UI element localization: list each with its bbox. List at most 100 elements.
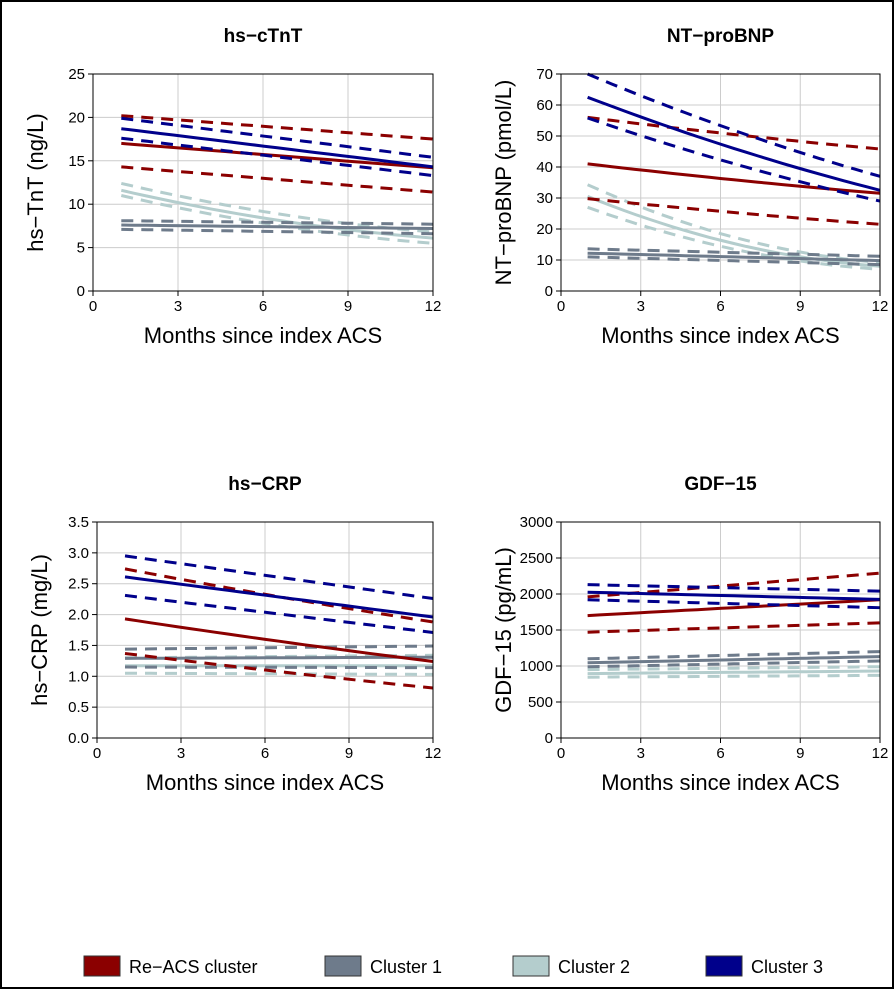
- x-axis-label: Months since index ACS: [601, 323, 839, 348]
- y-tick-label: 20: [68, 109, 85, 126]
- series-c1-upper-line: [587, 650, 881, 661]
- series-reacs-upper-line: [121, 114, 434, 141]
- series-c3-fit-line: [587, 590, 881, 601]
- y-tick-label: 30: [536, 190, 553, 207]
- x-tick-label: 12: [872, 298, 889, 315]
- y-tick-label: 2000: [520, 586, 553, 603]
- series-c3-fit-line: [121, 127, 434, 169]
- series-reacs-fit-line: [121, 141, 434, 170]
- panel-title: NT−proBNP: [667, 26, 774, 47]
- legend-item-c1: Cluster 1: [324, 955, 442, 977]
- y-tick-label: 3.0: [68, 545, 89, 562]
- x-axis-label: Months since index ACS: [601, 770, 839, 795]
- x-tick-label: 6: [716, 298, 724, 315]
- series-reacs-lower-line: [124, 652, 434, 690]
- series-c3-fit-line: [587, 95, 881, 192]
- series-reacs-lower-line: [587, 197, 881, 226]
- series-reacs-lower-line: [587, 621, 881, 634]
- x-tick-label: 6: [716, 745, 724, 762]
- x-tick-label: 6: [261, 745, 269, 762]
- x-tick-label: 0: [557, 745, 565, 762]
- series-c3-lower-line: [587, 116, 881, 203]
- x-tick-label: 3: [177, 745, 185, 762]
- series-c3-lower-line: [124, 593, 434, 634]
- series-c1-upper-line: [587, 247, 881, 258]
- y-tick-label: 1.0: [68, 668, 89, 685]
- y-tick-label: 60: [536, 97, 553, 114]
- x-tick-label: 12: [425, 298, 442, 315]
- y-tick-label: 3000: [520, 514, 553, 531]
- y-axis-label: hs−CRP (mg/L): [27, 554, 52, 706]
- series-c3-upper-line: [124, 554, 434, 600]
- series-c3-fit-line: [124, 575, 434, 619]
- y-tick-label: 0: [77, 283, 85, 300]
- series-c2-upper-line: [587, 665, 881, 672]
- legend-label: Re−ACS cluster: [129, 957, 258, 977]
- series-c2-lower-line: [124, 671, 433, 676]
- y-tick-label: 5: [77, 240, 85, 257]
- series-c2-fit-line: [587, 195, 881, 268]
- series-c2-lower-line: [587, 205, 881, 271]
- legend-label: Cluster 2: [558, 957, 630, 977]
- y-tick-label: 500: [528, 694, 553, 711]
- x-axis-label: Months since index ACS: [144, 323, 382, 348]
- series-c2-lower-line: [120, 194, 434, 245]
- chart-panel-1: 0 3 6 9 12 0 5 10 15 20 25 hs−cTnT Months since inde…: [23, 26, 441, 348]
- x-tick-label: 0: [93, 745, 101, 762]
- legend-item-reacs: Re−ACS cluster: [83, 955, 258, 977]
- y-tick-label: 0.5: [68, 699, 89, 716]
- legend: Re−ACS cluster Cluster 1 Cluster 2 Cluster …: [83, 955, 823, 977]
- panel-title: GDF−15: [684, 474, 757, 495]
- series-reacs-lower-line: [121, 165, 434, 194]
- series-c1-upper-line: [124, 644, 434, 651]
- legend-swatch: [83, 955, 121, 977]
- y-tick-label: 25: [68, 66, 85, 83]
- series-c1-lower-line: [587, 659, 881, 669]
- series-c3-lower-line: [587, 598, 881, 610]
- series-reacs-fit-line: [587, 598, 881, 618]
- chart-panel-3: 0 3 6 9 12 0.0 0.5 1.0 1.5 2.0 2.5 3.0 3.5 hs−CRP Mont…: [27, 474, 441, 795]
- x-tick-label: 0: [557, 298, 565, 315]
- panel-title: hs−CRP: [228, 474, 302, 495]
- y-tick-label: 10: [536, 252, 553, 269]
- series-reacs-fit-line: [587, 162, 881, 195]
- y-axis-label: NT−proBNP (pmol/L): [491, 80, 516, 286]
- series-c2-lower-line: [587, 673, 880, 679]
- x-axis-label: Months since index ACS: [146, 770, 384, 795]
- panel-title: hs−cTnT: [224, 26, 303, 47]
- chart-panel-4: 0 3 6 9 12 0 500 1000 1500 2000 2500 3000 GDF−15 Mont…: [491, 474, 888, 795]
- series-c1-fit-line: [587, 655, 881, 665]
- y-tick-label: 10: [68, 196, 85, 213]
- legend-item-c2: Cluster 2: [512, 955, 630, 977]
- y-tick-label: 2.0: [68, 607, 89, 624]
- x-tick-label: 3: [637, 745, 645, 762]
- y-tick-label: 3.5: [68, 514, 89, 531]
- series-c1-lower-line: [587, 255, 881, 267]
- y-tick-label: 20: [536, 221, 553, 238]
- series-c2-fit-line: [587, 669, 881, 676]
- x-tick-label: 9: [345, 745, 353, 762]
- series-c1-fit-line: [587, 251, 881, 263]
- legend-label: Cluster 1: [370, 957, 442, 977]
- legend-swatch: [512, 955, 550, 977]
- series-c3-lower-line: [121, 136, 434, 178]
- series-c3-upper-line: [121, 116, 434, 159]
- y-tick-label: 15: [68, 153, 85, 170]
- series-c1-fit-line: [121, 223, 434, 230]
- y-tick-label: 1000: [520, 658, 553, 675]
- series-reacs-upper-line: [587, 115, 881, 151]
- y-tick-label: 0.0: [68, 730, 89, 747]
- y-tick-label: 1.5: [68, 637, 89, 654]
- y-tick-label: 2500: [520, 550, 553, 567]
- series-c3-upper-line: [587, 583, 881, 593]
- x-tick-label: 12: [872, 745, 889, 762]
- panels: 0 3 6 9 12 0 5 10 15 20 25 hs−cTnT Months since inde…: [23, 26, 888, 795]
- y-tick-label: 50: [536, 128, 553, 145]
- x-tick-label: 9: [344, 298, 352, 315]
- y-tick-label: 70: [536, 66, 553, 83]
- y-axis-label: hs−TnT (ng/L): [23, 113, 48, 251]
- x-tick-label: 3: [174, 298, 182, 315]
- series-reacs-fit-line: [124, 617, 434, 663]
- y-axis-label: GDF−15 (pg/mL): [491, 547, 516, 713]
